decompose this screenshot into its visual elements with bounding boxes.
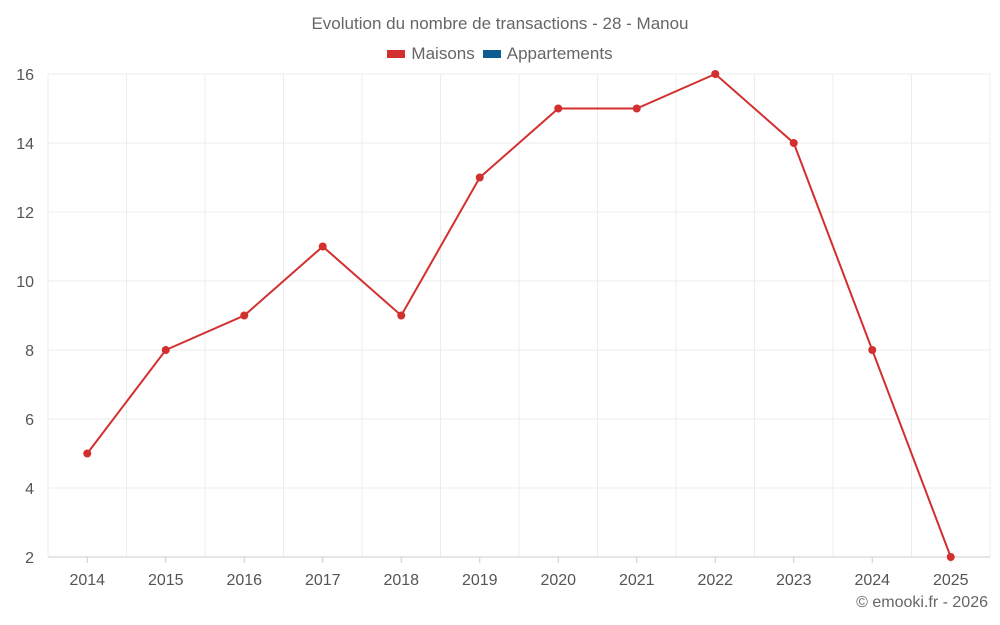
legend: Maisons Appartements (0, 44, 1000, 64)
credit-text: © emooki.fr - 2026 (856, 594, 988, 611)
legend-swatch-appartements (482, 50, 501, 58)
data-point (240, 311, 249, 320)
y-tick-label: 8 (25, 343, 34, 360)
data-point (318, 242, 327, 251)
y-tick-label: 6 (25, 412, 34, 429)
x-tick-label: 2014 (69, 572, 105, 589)
data-point (554, 104, 563, 113)
legend-label-appartements: Appartements (506, 44, 613, 63)
x-tick-label: 2020 (540, 572, 576, 589)
legend-swatch-maisons (387, 50, 406, 58)
legend-item-maisons[interactable]: Maisons (387, 44, 475, 64)
x-tick-label: 2017 (305, 572, 341, 589)
series-line-maisons (86, 72, 952, 558)
y-tick-label: 10 (16, 274, 34, 291)
legend-item-appartements[interactable]: Appartements (482, 44, 613, 64)
data-point (475, 173, 484, 182)
x-tick-label: 2019 (462, 572, 498, 589)
data-point (632, 104, 641, 113)
data-point (711, 70, 720, 78)
x-tick-label: 2021 (619, 572, 655, 589)
x-tick-label: 2025 (933, 572, 969, 589)
data-point (868, 346, 877, 354)
x-tick-label: 2022 (697, 572, 733, 589)
data-point (83, 449, 92, 458)
y-tick-label: 14 (16, 136, 34, 153)
data-point (397, 311, 406, 320)
x-tick-label: 2024 (854, 572, 890, 589)
x-tick-label: 2018 (383, 572, 419, 589)
data-point (946, 553, 955, 561)
data-point (789, 139, 798, 147)
x-tick-label: 2016 (226, 572, 262, 589)
y-tick-label: 12 (16, 205, 34, 222)
legend-label-maisons: Maisons (411, 44, 475, 63)
y-tick-label: 4 (25, 481, 34, 498)
x-tick-label: 2023 (776, 572, 812, 589)
y-tick-label: 2 (25, 550, 34, 567)
data-point (161, 346, 170, 354)
y-tick-label: 16 (16, 67, 34, 84)
chart-title: Evolution du nombre de transactions - 28… (311, 14, 689, 33)
x-tick-label: 2015 (148, 572, 184, 589)
